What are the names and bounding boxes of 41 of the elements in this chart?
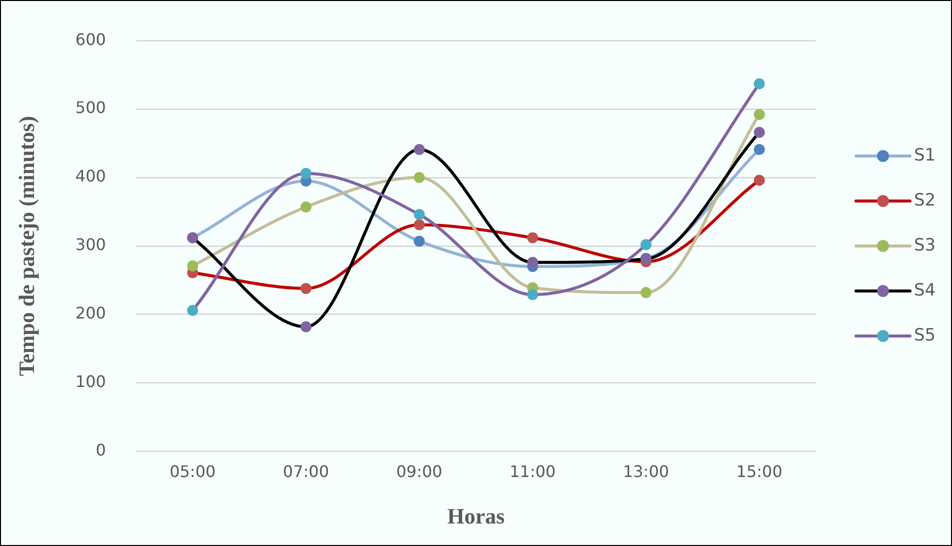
y-tick-label: 100 [75,372,106,392]
point [414,144,425,155]
x-tick-label: 05:00 [170,462,216,482]
y-tick-label: 600 [75,30,106,49]
point [187,260,198,272]
x-tick-label: 09:00 [396,462,442,482]
point [414,219,425,230]
point [527,289,538,300]
point [414,172,425,184]
point [414,236,425,247]
x-axis-title: Horas [447,503,506,528]
y-tick-label: 400 [75,166,106,186]
legend-label: S2 [914,190,936,210]
x-tick-label: 11:00 [510,462,556,482]
point [527,256,538,268]
point [640,287,652,298]
point [754,126,765,138]
legend-label: S4 [914,280,936,300]
legend-label: S3 [914,235,936,256]
point [300,201,312,212]
point [527,232,538,244]
point [754,174,765,186]
point [754,78,765,90]
point [300,321,312,332]
point [754,109,765,120]
point [640,239,652,250]
point [187,304,198,316]
legend-label: S5 [914,325,936,346]
x-tick-label: 07:00 [282,462,330,482]
point [754,144,765,155]
point [300,168,312,179]
y-tick-label: 500 [75,98,106,118]
y-tick-label: 300 [75,235,106,254]
point [414,209,425,220]
y-tick-label: 0 [96,440,106,460]
y-tick-label: 200 [75,304,106,323]
legend-label: S1 [914,145,936,166]
x-tick-label: 13:00 [622,462,670,482]
point [300,282,312,294]
y-axis-title: Tempo de pastejo (minutos) [14,116,39,376]
x-tick-label: 15:00 [736,462,782,482]
